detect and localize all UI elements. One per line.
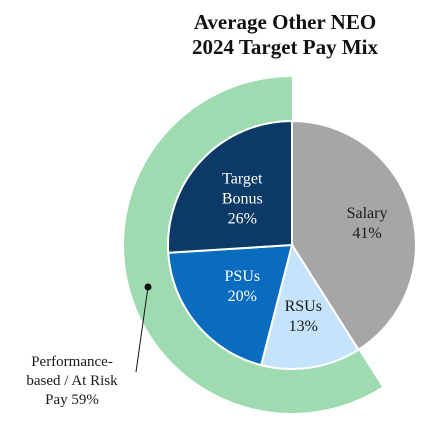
chart-title-line-1: Average Other NEO — [193, 10, 377, 34]
slice-label-rsus: RSUs 13% — [285, 298, 322, 335]
chart-title: Average Other NEO 2024 Target Pay Mix — [150, 10, 420, 60]
slice-label-salary: Salary 41% — [347, 205, 388, 242]
slice-target-bonus — [167, 119, 293, 254]
callout-dot — [144, 283, 152, 291]
callout-line — [135, 286, 149, 373]
slice-psus — [167, 243, 294, 367]
outer-ring-performance-based-at-risk-pay — [123, 77, 383, 413]
slice-label-psus: PSUs 20% — [225, 268, 261, 305]
outer-ring-label: Performance-based / At Risk Pay 59% — [26, 354, 118, 408]
slice-label-target-bonus: Target Bonus 26% — [222, 170, 263, 227]
slice-rsus — [259, 242, 360, 370]
chart-title-line-2: 2024 Target Pay Mix — [191, 35, 379, 59]
